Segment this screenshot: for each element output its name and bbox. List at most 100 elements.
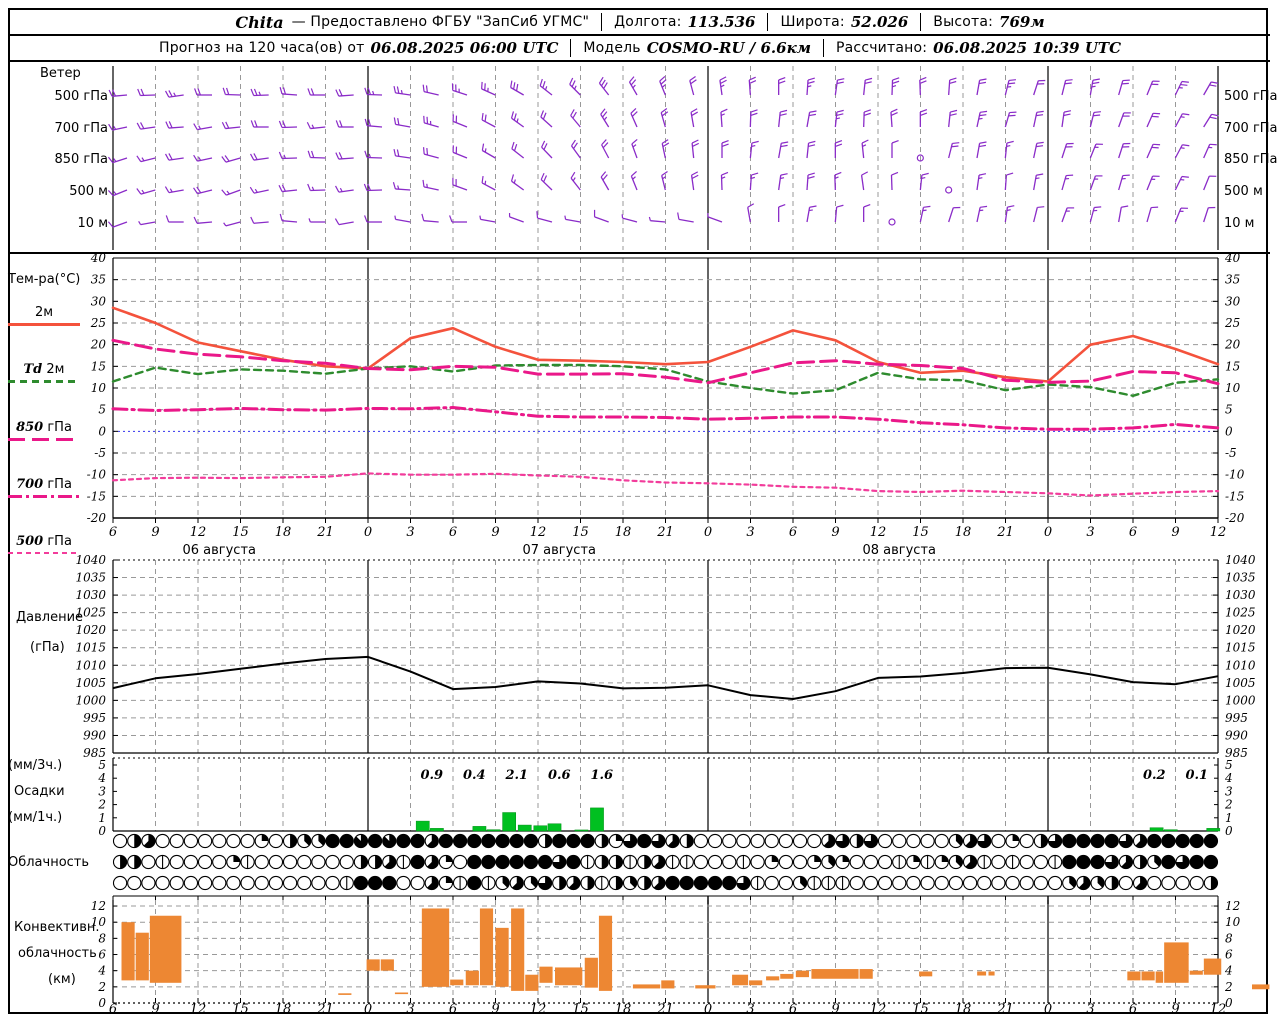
convective-unit-label: (км) <box>48 972 76 987</box>
legend-item-label: 2м <box>34 305 54 320</box>
svg-text:3: 3 <box>746 1002 754 1017</box>
cloudiness-label: Облачность <box>8 855 90 870</box>
svg-text:10 м: 10 м <box>78 216 108 231</box>
svg-text:21: 21 <box>316 525 334 540</box>
legend-item-label: Td 2м <box>23 362 65 377</box>
wind-panel-title: Ветер <box>40 66 81 81</box>
calculated-label: Рассчитано: <box>836 40 928 56</box>
svg-text:12: 12 <box>1210 1002 1227 1017</box>
svg-text:995: 995 <box>83 711 106 725</box>
convective-label-2: облачность <box>18 946 97 961</box>
svg-text:10: 10 <box>1225 915 1241 929</box>
svg-text:06 августа: 06 августа <box>182 543 256 558</box>
svg-text:10 м: 10 м <box>1224 216 1254 231</box>
svg-text:8: 8 <box>1225 931 1233 945</box>
svg-text:0: 0 <box>98 996 106 1010</box>
svg-text:0.1: 0.1 <box>1185 768 1208 783</box>
header-separator <box>823 39 824 57</box>
svg-text:9: 9 <box>831 525 839 540</box>
svg-text:1035: 1035 <box>1225 571 1256 585</box>
temp-panel-title: Тем-ра(°C) <box>8 272 81 287</box>
svg-text:18: 18 <box>615 525 632 540</box>
svg-text:1040: 1040 <box>75 553 106 567</box>
svg-text:1.6: 1.6 <box>590 768 613 783</box>
svg-text:21: 21 <box>656 1002 674 1017</box>
svg-text:0: 0 <box>98 424 106 438</box>
forecast-value: 06.08.2025 06:00 UTC <box>370 39 559 57</box>
svg-text:0: 0 <box>364 1002 372 1017</box>
header-separator <box>767 13 769 31</box>
svg-text:3: 3 <box>406 525 414 540</box>
svg-text:1030: 1030 <box>1225 588 1256 602</box>
svg-text:1030: 1030 <box>75 588 106 602</box>
svg-text:12: 12 <box>530 525 547 540</box>
svg-text:21: 21 <box>996 525 1014 540</box>
legend-line-sample <box>8 495 80 498</box>
altitude-value: 769м <box>999 13 1045 31</box>
svg-text:18: 18 <box>955 525 972 540</box>
svg-text:9: 9 <box>831 1002 839 1017</box>
svg-text:1025: 1025 <box>1225 606 1256 620</box>
svg-text:12: 12 <box>1210 525 1227 540</box>
svg-text:30: 30 <box>91 294 107 308</box>
svg-text:18: 18 <box>955 1002 972 1017</box>
svg-text:6: 6 <box>109 525 117 540</box>
svg-text:10: 10 <box>91 915 107 929</box>
svg-text:990: 990 <box>83 728 106 742</box>
svg-text:-20: -20 <box>87 511 107 525</box>
svg-text:500 м: 500 м <box>69 184 108 199</box>
svg-text:-5: -5 <box>94 446 106 460</box>
svg-text:6: 6 <box>1129 525 1137 540</box>
svg-text:2: 2 <box>1224 980 1233 994</box>
precip-1h-label: (мм/1ч.) <box>8 810 63 825</box>
svg-text:0.4: 0.4 <box>463 768 486 783</box>
svg-text:985: 985 <box>1225 746 1248 760</box>
pressure-label: Давление <box>16 610 84 625</box>
svg-text:0: 0 <box>364 525 372 540</box>
legend-item-label: 850 гПа <box>16 420 72 435</box>
svg-text:9: 9 <box>151 1002 159 1017</box>
header-row-2: Прогноз на 120 часа(ов) от 06.08.2025 06… <box>10 36 1270 62</box>
calculated-value: 06.08.2025 10:39 UTC <box>933 39 1122 57</box>
svg-text:990: 990 <box>1225 728 1248 742</box>
svg-text:1015: 1015 <box>75 641 106 655</box>
svg-text:-10: -10 <box>1225 468 1245 482</box>
svg-text:850 гПа: 850 гПа <box>54 152 108 167</box>
svg-text:9: 9 <box>151 525 159 540</box>
svg-text:12: 12 <box>1225 899 1240 913</box>
svg-text:12: 12 <box>91 899 106 913</box>
svg-text:-20: -20 <box>1225 511 1245 525</box>
svg-text:18: 18 <box>615 1002 632 1017</box>
header-separator <box>920 13 922 31</box>
legend-line-sample <box>8 380 80 383</box>
svg-text:3: 3 <box>1225 784 1233 798</box>
svg-text:1000: 1000 <box>1225 693 1256 707</box>
svg-text:5: 5 <box>98 758 106 772</box>
svg-text:21: 21 <box>656 525 674 540</box>
svg-text:15: 15 <box>572 525 589 540</box>
svg-text:4: 4 <box>1224 771 1233 785</box>
svg-text:1020: 1020 <box>1225 623 1256 637</box>
svg-text:3: 3 <box>1086 1002 1094 1017</box>
svg-text:850 гПа: 850 гПа <box>1224 152 1278 167</box>
svg-text:-15: -15 <box>87 489 106 503</box>
svg-text:3: 3 <box>746 525 754 540</box>
svg-text:0: 0 <box>1044 525 1052 540</box>
svg-text:15: 15 <box>572 1002 589 1017</box>
svg-text:2: 2 <box>97 798 106 812</box>
svg-text:1005: 1005 <box>75 676 106 690</box>
svg-text:2: 2 <box>97 980 106 994</box>
svg-text:0: 0 <box>1225 424 1233 438</box>
svg-text:500 гПа: 500 гПа <box>1224 89 1278 104</box>
svg-text:1005: 1005 <box>1225 676 1256 690</box>
svg-text:10: 10 <box>91 381 107 395</box>
precip-label: Осадки <box>14 784 65 799</box>
svg-text:08 августа: 08 августа <box>862 543 936 558</box>
svg-text:40: 40 <box>1224 251 1241 265</box>
station-name: Chita <box>235 12 284 32</box>
outer-frame <box>8 8 1268 1014</box>
latitude-value: 52.026 <box>850 13 909 31</box>
svg-text:0: 0 <box>1225 996 1233 1010</box>
svg-text:1035: 1035 <box>75 571 106 585</box>
svg-text:6: 6 <box>789 525 797 540</box>
